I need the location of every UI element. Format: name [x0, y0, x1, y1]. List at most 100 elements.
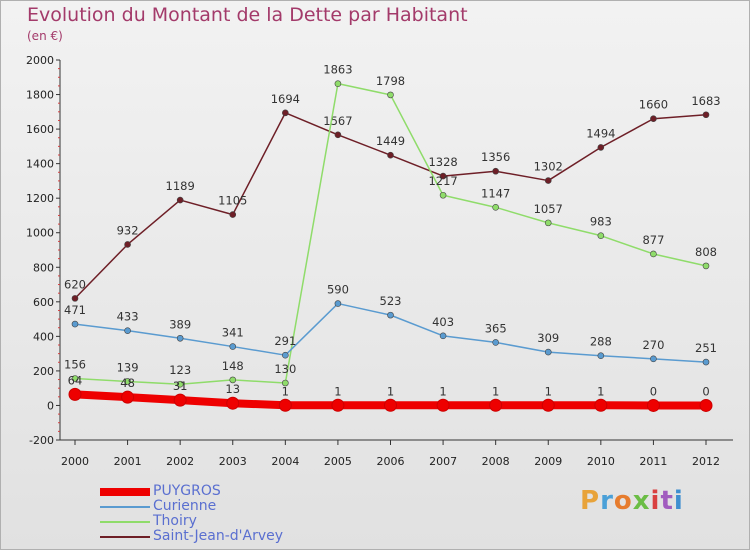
data-label: 288 [590, 335, 612, 349]
logo-letter: r [600, 486, 614, 516]
data-point [334, 131, 342, 139]
x-tick-label: 2009 [534, 455, 562, 468]
data-label: 1356 [481, 150, 510, 164]
data-label: 341 [222, 326, 244, 340]
legend-label: Curienne [153, 498, 217, 514]
data-point [702, 358, 710, 366]
data-point [702, 111, 710, 119]
y-tick-label: 1200 [26, 192, 54, 205]
logo-letter: x [632, 486, 651, 516]
y-tick-label: 800 [33, 261, 54, 274]
data-label: 1694 [271, 92, 300, 106]
data-point [650, 355, 657, 363]
data-point [282, 109, 289, 117]
data-point [492, 167, 499, 175]
data-label: 1449 [376, 134, 405, 148]
data-point [384, 398, 397, 412]
data-label: 270 [642, 338, 664, 352]
x-tick-label: 2000 [61, 455, 89, 468]
legend-swatch [100, 506, 150, 508]
data-label: 1 [387, 384, 394, 398]
data-label: 1494 [586, 126, 615, 140]
data-label: 1057 [534, 202, 563, 216]
data-point [282, 351, 289, 359]
data-label: 309 [537, 331, 559, 345]
data-point [176, 334, 184, 342]
data-label: 31 [173, 379, 188, 393]
data-label: 590 [327, 283, 349, 297]
data-point [173, 393, 187, 407]
data-point [597, 352, 605, 360]
y-tick-label: 1800 [26, 89, 54, 102]
legend-label: Saint-Jean-d'Arvey [153, 528, 284, 544]
data-label: 0 [702, 384, 709, 398]
data-point [439, 172, 447, 180]
data-label: 983 [590, 215, 612, 229]
data-point [176, 196, 184, 204]
proxiti-logo: Proxiti [580, 486, 684, 516]
x-tick-label: 2007 [429, 455, 457, 468]
data-label: 1567 [323, 114, 352, 128]
data-label: 877 [642, 233, 664, 247]
data-label: 403 [432, 315, 454, 329]
data-label: 48 [120, 376, 135, 390]
data-point [71, 295, 79, 302]
data-label: 1 [439, 384, 446, 398]
data-point [68, 387, 82, 401]
data-label: 389 [169, 317, 191, 331]
y-tick-label: 400 [33, 330, 54, 343]
data-point [282, 379, 289, 387]
y-tick-label: 1600 [26, 123, 54, 136]
x-tick-label: 2001 [114, 455, 142, 468]
logo-letter: P [580, 486, 601, 516]
data-point [597, 144, 605, 151]
legend-label: Thoiry [153, 513, 197, 529]
x-tick-label: 2004 [271, 455, 299, 468]
data-point [544, 177, 552, 184]
data-label: 523 [380, 294, 402, 308]
data-point [71, 320, 79, 328]
legend-label: PUYGROS [153, 483, 221, 499]
data-label: 433 [117, 310, 139, 324]
data-point [334, 300, 342, 307]
data-point [650, 115, 657, 123]
data-point [702, 262, 710, 270]
data-label: 0 [650, 384, 657, 398]
data-point [176, 380, 184, 388]
data-label: 291 [274, 334, 296, 348]
data-point [387, 91, 394, 99]
y-tick-label: 1400 [26, 158, 54, 171]
x-tick-label: 2006 [377, 455, 405, 468]
data-label: 1 [492, 384, 499, 398]
data-label: 130 [274, 362, 296, 376]
chart-subtitle: (en €) [27, 29, 63, 43]
data-label: 1798 [376, 74, 405, 88]
data-point [278, 398, 292, 412]
data-point [124, 327, 131, 334]
x-tick-label: 2002 [166, 455, 194, 468]
data-label: 1105 [218, 194, 247, 208]
y-tick-label: -200 [29, 434, 54, 447]
x-tick-label: 2003 [219, 455, 247, 468]
data-point [229, 343, 237, 350]
data-point [439, 191, 447, 199]
x-tick-label: 2012 [692, 455, 720, 468]
data-label: 1 [334, 384, 341, 398]
y-tick-label: 600 [33, 296, 54, 309]
data-point [594, 398, 608, 412]
data-label: 1189 [166, 179, 195, 193]
data-label: 1328 [428, 155, 457, 169]
data-point [387, 311, 394, 319]
data-label: 123 [169, 363, 191, 377]
data-point [544, 219, 552, 227]
data-point [541, 398, 555, 412]
data-point [229, 376, 237, 384]
data-label: 1217 [428, 174, 457, 188]
data-point [331, 398, 345, 412]
data-point [71, 375, 79, 382]
data-point [226, 396, 240, 410]
data-point [334, 80, 342, 87]
data-point [124, 378, 131, 385]
data-point [124, 241, 131, 248]
data-point [489, 398, 503, 412]
